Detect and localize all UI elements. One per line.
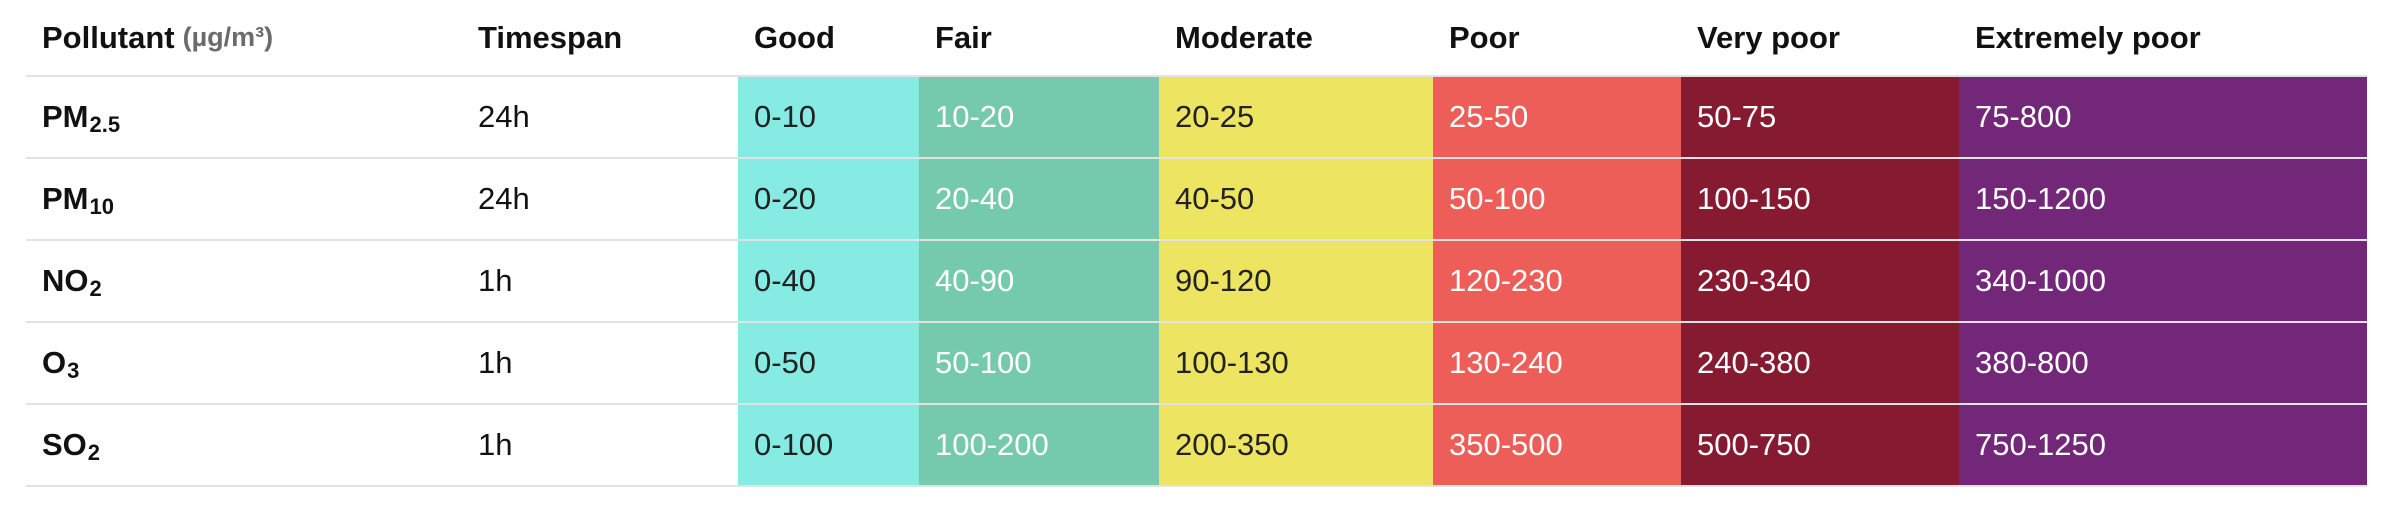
header-level-very-poor: Very poor	[1697, 19, 1840, 55]
table-row: NO 2 1h 0-40 40-90 90-120 120-230 230-340…	[26, 241, 2367, 323]
range-cell-fair: 50-100	[919, 323, 1159, 403]
table-header-row: Pollutant (µg/m³) Timespan Good Fair Mod…	[26, 0, 2367, 77]
header-level-poor: Poor	[1449, 19, 1520, 55]
range-cell-good: 0-100	[738, 405, 919, 485]
range-cell-fair: 20-40	[919, 159, 1159, 239]
range-cell-moderate: 40-50	[1159, 159, 1433, 239]
range-cell-extremely-poor: 150-1200	[1959, 159, 2367, 239]
range-cell-poor: 120-230	[1433, 241, 1681, 321]
header-pollutant-label: Pollutant	[42, 19, 175, 55]
timespan-cell: 1h	[478, 427, 513, 462]
header-timespan: Timespan	[478, 19, 623, 55]
pollutant-name: PM 10	[42, 181, 114, 219]
range-cell-extremely-poor: 750-1250	[1959, 405, 2367, 485]
header-pollutant: Pollutant (µg/m³)	[26, 0, 462, 75]
pollutant-name: PM 2.5	[42, 99, 121, 137]
range-cell-very-poor: 100-150	[1681, 159, 1959, 239]
timespan-cell: 24h	[478, 181, 530, 216]
range-cell-good: 0-20	[738, 159, 919, 239]
header-pollutant-unit: (µg/m³)	[182, 22, 274, 52]
timespan-cell: 1h	[478, 263, 513, 298]
range-cell-fair: 10-20	[919, 77, 1159, 157]
header-level-good: Good	[754, 19, 835, 55]
range-cell-extremely-poor: 75-800	[1959, 77, 2367, 157]
range-cell-very-poor: 500-750	[1681, 405, 1959, 485]
pollutant-name: NO 2	[42, 263, 102, 301]
header-level-fair: Fair	[935, 19, 992, 55]
range-cell-good: 0-40	[738, 241, 919, 321]
air-quality-table: Pollutant (µg/m³) Timespan Good Fair Mod…	[26, 0, 2367, 487]
range-cell-fair: 40-90	[919, 241, 1159, 321]
pollutant-name: SO 2	[42, 427, 101, 465]
range-cell-very-poor: 240-380	[1681, 323, 1959, 403]
range-cell-moderate: 200-350	[1159, 405, 1433, 485]
table-row: SO 2 1h 0-100 100-200 200-350 350-500 500…	[26, 405, 2367, 487]
range-cell-poor: 25-50	[1433, 77, 1681, 157]
range-cell-extremely-poor: 380-800	[1959, 323, 2367, 403]
table-row: PM 10 24h 0-20 20-40 40-50 50-100 100-150…	[26, 159, 2367, 241]
table-row: PM 2.5 24h 0-10 10-20 20-25 25-50 50-75 7…	[26, 77, 2367, 159]
timespan-cell: 24h	[478, 99, 530, 134]
range-cell-very-poor: 50-75	[1681, 77, 1959, 157]
range-cell-fair: 100-200	[919, 405, 1159, 485]
header-level-extremely-poor: Extremely poor	[1975, 19, 2201, 55]
range-cell-good: 0-10	[738, 77, 919, 157]
range-cell-moderate: 90-120	[1159, 241, 1433, 321]
range-cell-poor: 130-240	[1433, 323, 1681, 403]
range-cell-good: 0-50	[738, 323, 919, 403]
range-cell-extremely-poor: 340-1000	[1959, 241, 2367, 321]
range-cell-poor: 350-500	[1433, 405, 1681, 485]
range-cell-moderate: 20-25	[1159, 77, 1433, 157]
header-level-moderate: Moderate	[1175, 19, 1313, 55]
range-cell-poor: 50-100	[1433, 159, 1681, 239]
range-cell-very-poor: 230-340	[1681, 241, 1959, 321]
timespan-cell: 1h	[478, 345, 513, 380]
range-cell-moderate: 100-130	[1159, 323, 1433, 403]
